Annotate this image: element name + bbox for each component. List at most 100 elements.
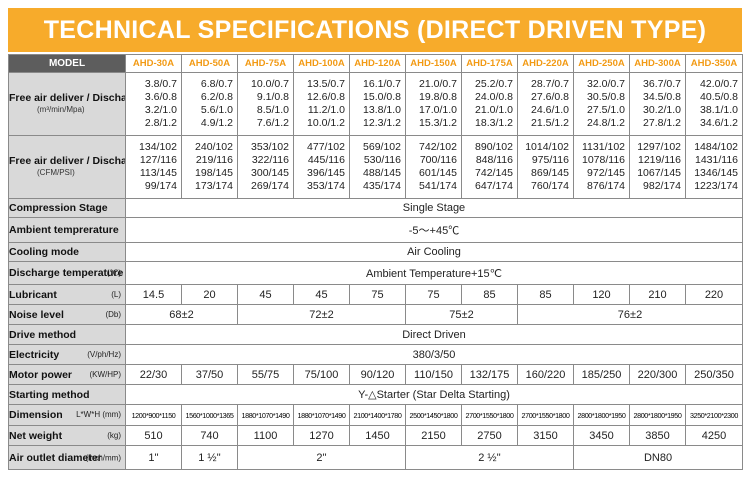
table-cell: 740 xyxy=(181,425,238,446)
model-name: AHD-50A xyxy=(181,54,238,73)
row-label: Lubricant (L) xyxy=(8,284,126,305)
weight-row: Net weight (kg) 510 740 1100 1270 1450 2… xyxy=(8,425,743,446)
motor-row: Motor power (KW/HP) 22/30 37/50 55/75 75… xyxy=(8,364,743,385)
discharge-row: Discharge temperature (℃) Ambient Temper… xyxy=(8,261,743,285)
starting-label: Starting method xyxy=(8,384,126,405)
electricity-value: 380/3/50 xyxy=(125,344,743,365)
table-cell: 4250 xyxy=(685,425,743,446)
table-cell: 2700*1550*1800 xyxy=(461,404,518,426)
table-cell: 14.5 xyxy=(125,284,182,305)
model-name: AHD-120A xyxy=(349,54,406,73)
dimension-row: Dimension L*W*H (mm) 1200*900*1150 1560*… xyxy=(8,404,743,426)
table-cell: 72±2 xyxy=(237,304,406,325)
table-cell: 2800*1800*1950 xyxy=(573,404,630,426)
outlet-label: Air outlet diameter xyxy=(9,451,102,464)
ambient-label: Ambient temprerature xyxy=(8,217,126,243)
row-label: Noise level (Db) xyxy=(8,304,126,325)
row-label: Electricity (V/ph/Hz) xyxy=(8,344,126,365)
model-label: MODEL xyxy=(8,54,126,73)
table-cell: 85 xyxy=(461,284,518,305)
drive-label: Drive method xyxy=(8,324,126,345)
table-cell: 1'' xyxy=(125,445,182,470)
fad-mpa-label: Free air deliver / Discharge pressure xyxy=(9,92,125,104)
drive-row: Drive method Direct Driven xyxy=(8,324,743,345)
noise-label: Noise level xyxy=(9,308,64,321)
table-cell: 3850 xyxy=(629,425,686,446)
fad-mpa-unit: (m³/min/Mpa) xyxy=(37,105,85,114)
model-header-row: MODEL AHD-30A AHD-50A AHD-75A AHD-100A A… xyxy=(8,54,743,73)
table-cell: 1 ½'' xyxy=(181,445,238,470)
row-label: Discharge temperature (℃) xyxy=(8,261,126,285)
fad-mpa-row: Free air deliver / Discharge pressure (m… xyxy=(8,72,743,136)
table-cell: DN80 xyxy=(573,445,743,470)
model-name: AHD-175A xyxy=(461,54,518,73)
cooling-label: Cooling mode xyxy=(8,242,126,262)
model-name: AHD-250A xyxy=(573,54,630,73)
table-cell: 1270 xyxy=(293,425,350,446)
table-cell: 477/102 445/116 396/145 353/174 xyxy=(293,135,350,199)
row-label: Free air deliver / Discharge pressure (C… xyxy=(8,135,126,199)
table-cell: 2750 xyxy=(461,425,518,446)
compression-label: Compression Stage xyxy=(8,198,126,218)
table-cell: 16.1/0.7 15.0/0.8 13.8/1.0 12.3/1.2 xyxy=(349,72,406,136)
table-cell: 1560*1000*1365 xyxy=(181,404,238,426)
table-cell: 32.0/0.7 30.5/0.8 27.5/1.0 24.8/1.2 xyxy=(573,72,630,136)
table-cell: 75/100 xyxy=(293,364,350,385)
table-cell: 3.8/0.7 3.6/0.8 3.2/1.0 2.8/1.2 xyxy=(125,72,182,136)
table-cell: 28.7/0.7 27.6/0.8 24.6/1.0 21.5/1.2 xyxy=(517,72,574,136)
table-cell: 160/220 xyxy=(517,364,574,385)
dimension-label: Dimension xyxy=(9,409,63,421)
model-name: AHD-350A xyxy=(685,54,743,73)
table-cell: 185/250 xyxy=(573,364,630,385)
lubricant-row: Lubricant (L) 14.5 20 45 45 75 75 85 85 … xyxy=(8,284,743,305)
ambient-value: -5～+45℃ xyxy=(125,217,743,243)
discharge-unit: (℃) xyxy=(106,268,121,278)
table-cell: 90/120 xyxy=(349,364,406,385)
starting-row: Starting method Y-△Starter (Star Delta S… xyxy=(8,384,743,405)
lubricant-label: Lubricant xyxy=(9,288,57,301)
table-cell: 510 xyxy=(125,425,182,446)
table-cell: 45 xyxy=(237,284,294,305)
table-cell: 36.7/0.7 34.5/0.8 30.2/1.0 27.8/1.2 xyxy=(629,72,686,136)
outlet-row: Air outlet diameter (inch/mm) 1'' 1 ½'' … xyxy=(8,445,743,470)
table-cell: 120 xyxy=(573,284,630,305)
table-cell: 569/102 530/116 488/145 435/174 xyxy=(349,135,406,199)
table-cell: 25.2/0.7 24.0/0.8 21.0/1.0 18.3/1.2 xyxy=(461,72,518,136)
table-cell: 6.8/0.7 6.2/0.8 5.6/1.0 4.9/1.2 xyxy=(181,72,238,136)
table-cell: 76±2 xyxy=(517,304,743,325)
row-label: Net weight (kg) xyxy=(8,425,126,446)
table-cell: 220 xyxy=(685,284,743,305)
fad-cfm-unit: (CFM/PSI) xyxy=(37,168,75,177)
row-label: Motor power (KW/HP) xyxy=(8,364,126,385)
table-cell: 1484/102 1431/116 1346/145 1223/174 xyxy=(685,135,743,199)
table-cell: 75±2 xyxy=(405,304,518,325)
discharge-value: Ambient Temperature+15℃ xyxy=(125,261,743,285)
fad-cfm-row: Free air deliver / Discharge pressure (C… xyxy=(8,135,743,199)
table-cell: 2150 xyxy=(405,425,462,446)
motor-label: Motor power xyxy=(9,368,73,381)
table-cell: 220/300 xyxy=(629,364,686,385)
table-cell: 134/102 127/116 113/145 99/174 xyxy=(125,135,182,199)
table-cell: 1014/102 975/116 869/145 760/174 xyxy=(517,135,574,199)
electricity-unit: (V/ph/Hz) xyxy=(87,349,121,359)
table-cell: 10.0/0.7 9.1/0.8 8.5/1.0 7.6/1.2 xyxy=(237,72,294,136)
weight-unit: (kg) xyxy=(107,430,121,440)
row-label: Dimension L*W*H (mm) xyxy=(8,404,126,426)
table-cell: 3150 xyxy=(517,425,574,446)
table-cell: 3250*2100*2300 xyxy=(685,404,743,426)
table-cell: 22/30 xyxy=(125,364,182,385)
table-cell: 13.5/0.7 12.6/0.8 11.2/1.0 10.0/1.2 xyxy=(293,72,350,136)
motor-unit: (KW/HP) xyxy=(89,369,121,379)
model-name: AHD-220A xyxy=(517,54,574,73)
model-name: AHD-100A xyxy=(293,54,350,73)
table-cell: 2700*1550*1800 xyxy=(517,404,574,426)
table-cell: 2800*1800*1950 xyxy=(629,404,686,426)
table-cell: 2 ½'' xyxy=(405,445,574,470)
model-name: AHD-300A xyxy=(629,54,686,73)
model-name: AHD-75A xyxy=(237,54,294,73)
electricity-row: Electricity (V/ph/Hz) 380/3/50 xyxy=(8,344,743,365)
cooling-row: Cooling mode Air Cooling xyxy=(8,242,743,262)
table-cell: 3450 xyxy=(573,425,630,446)
table-cell: 1297/102 1219/116 1067/145 982/174 xyxy=(629,135,686,199)
row-label: Free air deliver / Discharge pressure (m… xyxy=(8,72,126,136)
